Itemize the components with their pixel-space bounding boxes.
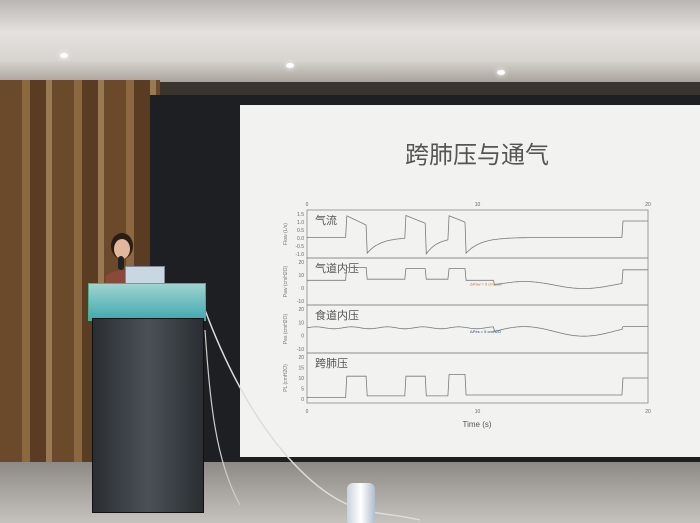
y-tick-label: 20 [298,307,304,313]
x-tick-top: 10 [475,202,481,208]
x-tick-top: 20 [645,202,651,208]
signal-trace [307,214,648,256]
panel-label: 气道内压 [315,261,359,275]
signal-trace [307,374,648,398]
delta-annotation: ΔPaw = 5 cmH2O [470,282,502,287]
signal-trace [306,326,648,337]
slide-title: 跨肺压与通气 [405,141,549,169]
signal-trace [307,267,648,289]
podium-sign [88,283,206,321]
y-tick-label: 0 [301,397,304,403]
y-tick-label: 5 [301,387,304,393]
panel-label: 跨肺压 [315,357,348,370]
y-tick-label: 1.0 [297,220,304,226]
x-tick-label: 10 [475,409,481,415]
y-tick-label: 20 [298,355,304,361]
ceiling-beam [0,60,700,82]
y-tick-label: 10 [298,376,304,382]
x-tick-label: 0 [306,409,309,415]
y-tick-label: 10 [298,273,304,279]
panel-label: 气流 [315,213,337,227]
x-axis-label: Time (s) [462,420,491,429]
y-axis-label: PL (cmH2O) [283,364,289,392]
y-tick-label: 10 [298,320,304,326]
y-axis-label: Flow (L/s) [283,223,289,245]
microphone-icon [118,256,124,270]
y-tick-label: -1.0 [295,252,304,258]
ceiling-light [60,53,68,58]
laptop [125,266,165,284]
y-tick-label: 0 [301,286,304,292]
ceiling-light [497,70,505,75]
y-axis-label: Pes (cmH2O) [283,314,289,345]
projected-slide: 跨肺压与通气 气流 Flow (L/s) 1.5 1.0 0.5 0.0 -0.5 -1.0 气… [240,105,700,457]
y-tick-label: -0.5 [295,244,304,250]
water-bottle-icon [347,483,375,523]
y-tick-label: 15 [298,366,304,372]
y-tick-label: -10 [297,299,304,305]
panel-label: 食道内压 [315,308,359,322]
y-tick-label: 0.0 [297,236,304,242]
podium [92,318,204,513]
ceiling-light [286,63,294,68]
y-tick-label: 0 [301,334,304,340]
x-tick-top: 0 [306,202,309,208]
x-tick-label: 20 [645,409,651,415]
y-tick-label: -10 [297,347,304,353]
y-tick-label: 20 [298,260,304,266]
y-tick-label: 1.5 [297,212,304,218]
y-tick-label: 0.5 [297,228,304,234]
delta-annotation: ΔPes = 5 cmH2O [470,329,501,334]
y-axis-label: Paw (cmH2O) [283,265,289,297]
